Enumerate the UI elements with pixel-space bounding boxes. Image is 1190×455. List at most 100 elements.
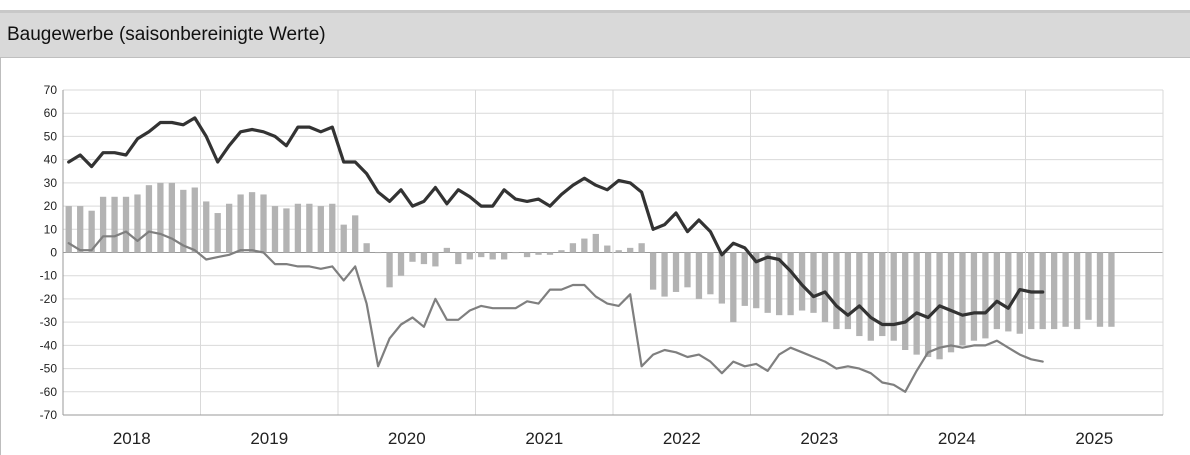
bar <box>157 182 164 253</box>
bar <box>833 252 840 330</box>
bar <box>546 252 554 255</box>
bar <box>558 250 565 253</box>
bar <box>879 252 886 337</box>
bar <box>890 252 897 341</box>
bar <box>627 247 634 253</box>
bar <box>695 252 703 299</box>
bar <box>730 252 737 323</box>
bar <box>947 252 955 353</box>
bar <box>191 187 198 253</box>
y-tick-label: -10 <box>40 269 58 283</box>
x-tick-label: 2024 <box>938 429 976 448</box>
y-tick-label: 50 <box>44 129 58 143</box>
bar <box>180 189 187 253</box>
bar <box>764 252 771 313</box>
y-tick-label: -60 <box>40 385 58 399</box>
x-tick-label: 2025 <box>1075 429 1113 448</box>
y-tick-label: 70 <box>44 83 58 97</box>
chart-header: Baugewerbe (saisonbereinigte Werte) <box>0 13 1190 58</box>
bar <box>867 252 874 341</box>
x-tick-label: 2023 <box>800 429 838 448</box>
bar <box>122 196 130 253</box>
bar <box>1016 252 1023 334</box>
bar <box>993 252 1001 330</box>
bar <box>1085 252 1092 320</box>
bar <box>787 252 794 316</box>
bar <box>340 224 347 253</box>
bar <box>386 252 393 288</box>
bar <box>145 185 153 253</box>
y-tick-label: -30 <box>40 315 58 329</box>
bar <box>352 215 359 253</box>
bar <box>810 252 817 313</box>
bar <box>248 192 256 253</box>
y-tick-label: 40 <box>44 153 58 167</box>
bar <box>1050 252 1058 330</box>
bar <box>684 252 691 288</box>
bar <box>283 208 290 253</box>
bar <box>753 252 760 309</box>
bar <box>271 206 279 253</box>
bar <box>225 203 233 253</box>
x-tick-label: 2018 <box>113 429 151 448</box>
bar <box>581 238 588 253</box>
y-tick-label: -50 <box>40 362 58 376</box>
bar <box>237 194 244 253</box>
y-tick-label: 60 <box>44 106 58 120</box>
x-tick-label: 2019 <box>250 429 288 448</box>
bar <box>959 252 966 346</box>
bar <box>982 252 989 339</box>
bar <box>512 252 519 254</box>
x-tick-label: 2022 <box>663 429 701 448</box>
bar <box>1108 252 1115 327</box>
bar <box>294 203 302 253</box>
bar <box>844 252 852 330</box>
bar <box>329 203 336 253</box>
bar <box>168 182 176 253</box>
y-tick-label: 0 <box>50 246 57 260</box>
bar <box>77 206 84 253</box>
chart-title: Baugewerbe (saisonbereinigte Werte) <box>7 24 326 45</box>
bar <box>420 252 428 265</box>
bar <box>592 233 599 253</box>
bar <box>1096 252 1104 327</box>
bar <box>649 252 657 290</box>
bar <box>500 252 508 260</box>
bar <box>134 194 141 253</box>
bar <box>99 196 107 253</box>
bar <box>432 252 439 267</box>
bar <box>718 252 726 304</box>
bar <box>409 252 416 262</box>
y-tick-label: -40 <box>40 338 58 352</box>
bar <box>913 252 920 355</box>
bar <box>65 206 72 253</box>
bar <box>569 243 577 253</box>
bar <box>203 201 210 253</box>
bar <box>970 252 978 341</box>
bar <box>821 252 829 323</box>
y-tick-label: 20 <box>44 199 58 213</box>
bar <box>1062 252 1069 327</box>
bar <box>306 203 313 253</box>
x-tick-label: 2020 <box>388 429 426 448</box>
bar <box>111 196 118 253</box>
bar <box>615 250 622 253</box>
bar <box>214 213 221 253</box>
bar <box>924 252 932 357</box>
line-light <box>67 230 1044 393</box>
bar <box>455 252 462 265</box>
x-tick-label: 2021 <box>525 429 563 448</box>
bar <box>856 252 863 337</box>
bar <box>672 252 680 292</box>
bar <box>260 194 267 253</box>
line-dark <box>67 116 1045 327</box>
bar <box>798 252 806 311</box>
bar <box>489 252 496 260</box>
bar <box>661 252 668 297</box>
y-tick-label: -70 <box>40 408 58 422</box>
bar <box>466 252 473 260</box>
bar <box>1005 252 1012 332</box>
left-rule <box>0 57 1 455</box>
